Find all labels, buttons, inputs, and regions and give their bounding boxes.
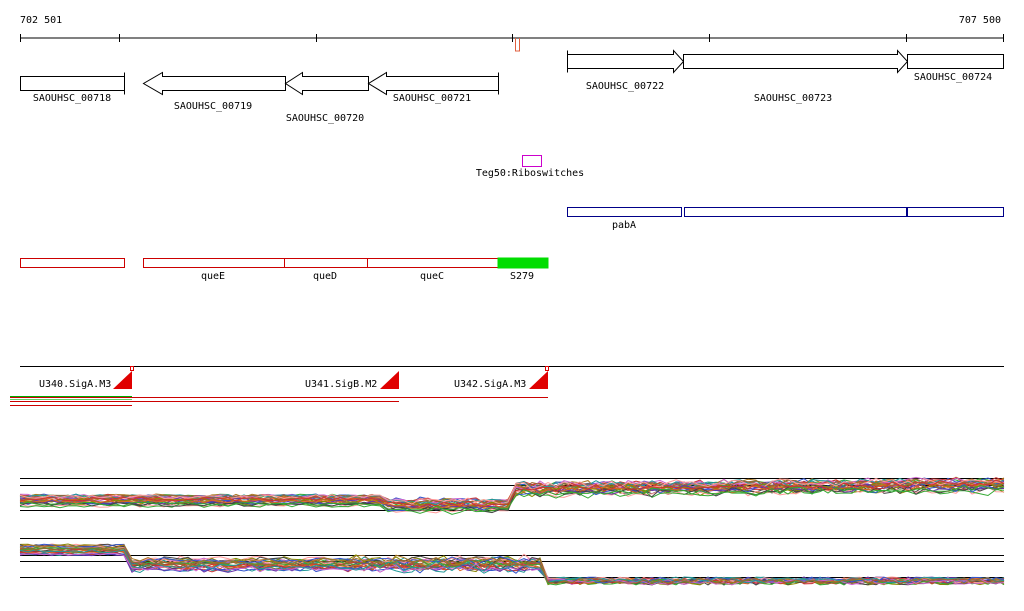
gene-label: SAOUHSC_00721: [393, 93, 471, 104]
expression-trace: [19, 543, 1005, 584]
gene-labels: SAOUHSC_00718 SAOUHSC_00719 SAOUHSC_0072…: [33, 72, 992, 124]
riboswitch-track: Teg50:Riboswitches: [476, 155, 584, 179]
pab-feature-box[interactable]: [684, 207, 907, 217]
gene-label: SAOUHSC_00722: [586, 81, 664, 92]
expression-trace: [19, 549, 1005, 584]
riboswitch-box[interactable]: [522, 155, 542, 167]
promoter-label: U340.SigA.M3: [39, 379, 111, 390]
promoter-marker-u341[interactable]: [380, 371, 399, 389]
promoter-marker-u340[interactable]: [113, 371, 132, 389]
promoter-label: U341.SigB.M2: [305, 379, 377, 390]
expression-panel-top: [19, 476, 1005, 515]
promoter-marker-u342[interactable]: [529, 371, 548, 389]
riboswitch-label: Teg50:Riboswitches: [476, 168, 584, 179]
gene-label: SAOUHSC_00723: [754, 93, 832, 104]
gene-label: SAOUHSC_00724: [914, 72, 992, 83]
srna-feature-box[interactable]: [497, 257, 549, 269]
expression-trace: [19, 477, 1005, 505]
coordinate-ruler: 702 501 707 500: [20, 15, 1004, 52]
gene-arrow-00718[interactable]: [20, 72, 125, 95]
gene-label: SAOUHSC_00720: [286, 113, 364, 124]
pab-label: pabA: [612, 220, 636, 231]
expression-trace: [19, 479, 1005, 508]
gene-arrow-00724[interactable]: [907, 54, 1004, 69]
srna-label: S279: [510, 271, 534, 282]
gene-arrow-00723[interactable]: [683, 49, 909, 74]
pab-feature-box[interactable]: [567, 207, 682, 217]
promoter-tip: [130, 366, 134, 371]
que-feature-box[interactable]: [367, 258, 499, 268]
promoter-track: U340.SigA.M3 U341.SigB.M2 U342.SigA.M3: [20, 366, 1004, 390]
expression-traces-bottom: [19, 543, 1005, 586]
que-track: [20, 258, 499, 268]
que-label: queE: [201, 271, 225, 282]
pab-track: [567, 207, 1004, 217]
que-label: queD: [313, 271, 337, 282]
expression-traces-top: [19, 476, 1005, 515]
ruler-end-label: 707 500: [959, 15, 1001, 26]
que-label: queC: [420, 271, 444, 282]
gene-arrow-00722[interactable]: [567, 49, 685, 74]
gene-arrow-00720[interactable]: [284, 71, 369, 96]
gene-arrow-00719[interactable]: [142, 71, 286, 96]
gene-track: [20, 49, 1004, 96]
expression-panel-bottom: [19, 538, 1005, 586]
expression-trace: [19, 547, 1005, 585]
transcript-lines: [10, 396, 548, 406]
que-feature-box[interactable]: [20, 258, 125, 268]
ruler-ticks: [20, 34, 1004, 42]
expression-trace: [19, 485, 1005, 514]
pab-feature-box[interactable]: [907, 207, 1004, 217]
que-feature-box[interactable]: [284, 258, 368, 268]
promoter-tip: [545, 366, 549, 371]
gene-arrow-00721[interactable]: [367, 71, 499, 96]
gene-label: SAOUHSC_00718: [33, 93, 111, 104]
ruler-position-marker: [515, 38, 520, 52]
gene-label: SAOUHSC_00719: [174, 101, 252, 112]
expression-trace: [19, 484, 1005, 512]
ruler-start-label: 702 501: [20, 15, 62, 26]
que-labels: queE queD queC S279: [201, 271, 534, 282]
promoter-label: U342.SigA.M3: [454, 379, 526, 390]
que-feature-box[interactable]: [143, 258, 285, 268]
